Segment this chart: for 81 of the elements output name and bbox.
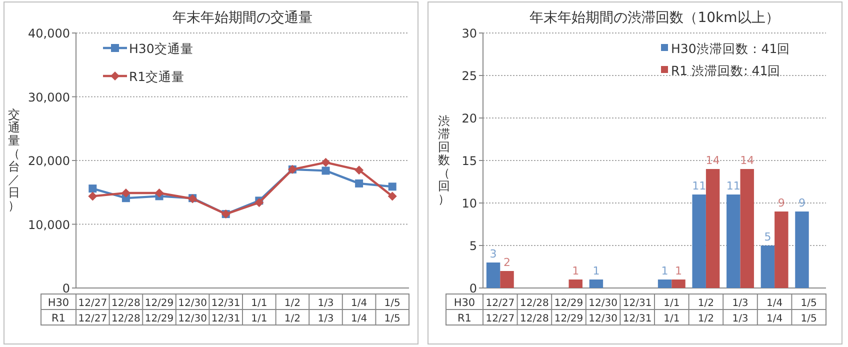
x-tick-label: 12/27 12/27 [486,298,515,324]
text: R1 [458,312,472,324]
y-axis-title: 渋滞回数（回） [438,114,450,206]
x-tick-label: 12/29 12/29 [144,298,174,324]
x-tick-label: 1/1 1/1 [251,298,268,324]
x-tick-label: 1/1 1/1 [664,298,680,324]
bar [795,212,809,288]
point [355,179,364,188]
point [388,182,396,191]
bar [692,194,706,288]
data-label: 9 [798,196,806,210]
text: R1 [52,312,66,324]
x-tick-label: 1/5 1/5 [800,298,817,324]
y-tick-label: 40,000 [28,26,70,40]
y-tick-label: 15 [462,154,477,168]
bar [568,280,582,288]
y-tick-label: 0 [469,282,477,296]
x-tick-label: 12/30 12/30 [588,298,618,324]
point [254,198,264,208]
data-label: 5 [764,230,772,244]
x-tick-label: 1/4 1/4 [351,298,368,324]
bar [740,169,754,288]
data-label: 1 [675,264,682,278]
x-tick-label: 12/29 12/29 [554,298,584,324]
data-label: 1 [592,264,600,278]
y-axis-title: 交通量（台／日） [8,108,20,212]
x-tick-label: 12/30 12/30 [178,298,207,324]
bar [658,280,672,288]
y-tick-label: 25 [462,69,477,83]
x-tick-label: 12/31 12/31 [211,298,240,324]
x-tick-label: 1/4 1/4 [766,298,783,324]
bar [486,262,500,288]
y-tick-label: 0 [62,282,70,296]
point [88,184,97,193]
y-tick-label: 20 [462,112,477,126]
x-tick-label: 1/3 1/3 [318,298,334,324]
bar [774,212,788,288]
x-tick-label: 1/2 1/2 [698,298,714,324]
y-tick-label: 10 [462,196,477,210]
data-label: 2 [504,256,511,269]
y-tick-label: 30 [462,26,477,40]
data-label: 1 [661,264,668,278]
bar [706,169,720,288]
data-label: 11 [726,180,740,192]
text: H30 [454,296,476,309]
legend-label: H30交通量 [129,41,194,56]
y-tick-label: 10,000 [28,218,70,232]
x-tick-label: 12/28 12/28 [520,298,549,324]
bar [589,280,604,288]
data-label: 11 [692,180,706,192]
y-tick-label: 20,000 [28,154,70,168]
data-label: 14 [706,154,720,167]
data-label: 9 [778,196,785,210]
legend-label: R1交通量 [129,69,185,84]
point [154,188,164,198]
x-tick-label: 1/3 1/3 [732,298,748,324]
y-tick-label: 5 [469,239,477,253]
x-tick-label: 12/28 12/28 [112,298,140,324]
point [354,166,364,175]
bar [760,246,775,288]
y-tick-label: 30,000 [28,90,70,104]
data-label: 3 [490,248,497,260]
point [321,158,330,167]
legend-label: H30渋滞回数：41回 [671,41,790,56]
bar [672,280,686,288]
point [121,188,130,198]
legend-label: R1 渋滞回数: 41回 [671,63,781,78]
point [322,166,330,175]
bar [500,271,514,288]
text: H30 [48,296,70,309]
data-label: 14 [740,154,754,167]
chart-title: 年末年始期間の渋滞回数（10km以上） [530,10,780,26]
data-label: 1 [572,264,580,278]
chart-title: 年末年始期間の交通量 [172,10,312,26]
x-tick-label: 1/5 1/5 [384,298,400,324]
bar [726,194,740,288]
x-tick-label: 12/31 12/31 [622,298,652,324]
point [388,192,397,201]
x-tick-label: 1/2 1/2 [284,298,300,324]
point [88,192,98,201]
x-tick-label: 12/27 12/27 [78,298,108,324]
